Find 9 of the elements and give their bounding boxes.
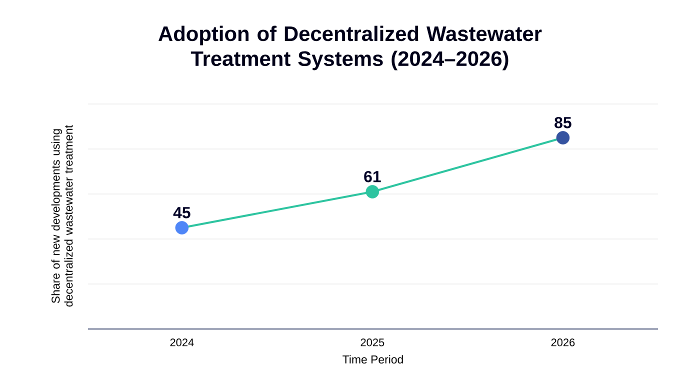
y-axis-title: Share of new developments using decentralized wastewater treatment bbox=[51, 125, 73, 307]
data-label: 45 bbox=[173, 207, 190, 218]
x-tick-label: 2024 bbox=[170, 338, 194, 346]
x-tick-label: 2025 bbox=[360, 338, 384, 346]
x-axis-title: Time Period bbox=[342, 355, 403, 364]
x-tick-label: 2026 bbox=[551, 338, 575, 346]
data-label: 61 bbox=[364, 170, 381, 182]
chart-title: Adoption of Decentralized Wastewater Treatment Systems (2024–2026) bbox=[158, 26, 542, 70]
data-label: 85 bbox=[554, 116, 572, 128]
